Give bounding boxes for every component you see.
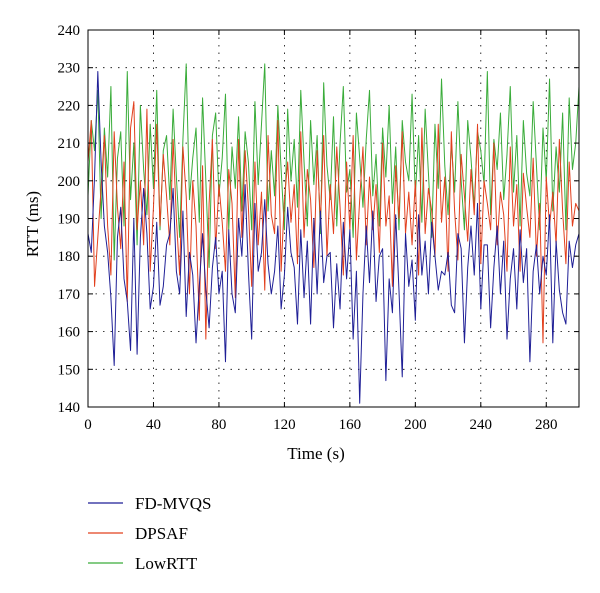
y-tick-label: 180 — [58, 249, 81, 265]
x-tick-label: 200 — [404, 417, 427, 433]
series-layer — [87, 63, 580, 404]
series-line-dpsaf — [87, 101, 580, 344]
y-tick-label: 190 — [58, 212, 81, 228]
y-tick-label: 140 — [58, 400, 81, 416]
y-tick-label: 230 — [58, 61, 81, 77]
x-tick-label: 280 — [535, 417, 558, 433]
legend-label-lowrtt: LowRTT — [135, 554, 198, 573]
legend-label-dpsaf: DPSAF — [135, 524, 188, 543]
legend: FD-MVQS DPSAF LowRTT — [88, 494, 212, 573]
y-tick-label: 150 — [58, 362, 81, 378]
y-tick-label: 170 — [58, 287, 81, 303]
y-tick-label: 240 — [58, 23, 81, 39]
x-tick-label: 120 — [273, 417, 296, 433]
series-line-fd-mvqs — [87, 70, 580, 404]
x-tick-label: 240 — [470, 417, 493, 433]
x-tick-label: 40 — [146, 417, 161, 433]
y-axis-title: RTT (ms) — [23, 191, 42, 257]
x-tick-label: 80 — [211, 417, 226, 433]
y-tick-label: 200 — [58, 174, 81, 190]
legend-label-fd-mvqs: FD-MVQS — [135, 494, 212, 513]
axis-ticks — [87, 29, 579, 408]
y-tick-label: 160 — [58, 325, 81, 341]
x-tick-label: 0 — [84, 417, 92, 433]
series-line-lowrtt — [87, 63, 580, 269]
x-tick-label: 160 — [339, 417, 362, 433]
plot-background — [88, 30, 579, 407]
x-axis-title: Time (s) — [287, 444, 344, 463]
y-tick-label: 210 — [58, 136, 81, 152]
y-tick-label: 220 — [58, 98, 81, 114]
tick-labels: 0 40 80 120 160 200 240 280 140 150 160 170 180 190 20… — [58, 23, 558, 433]
